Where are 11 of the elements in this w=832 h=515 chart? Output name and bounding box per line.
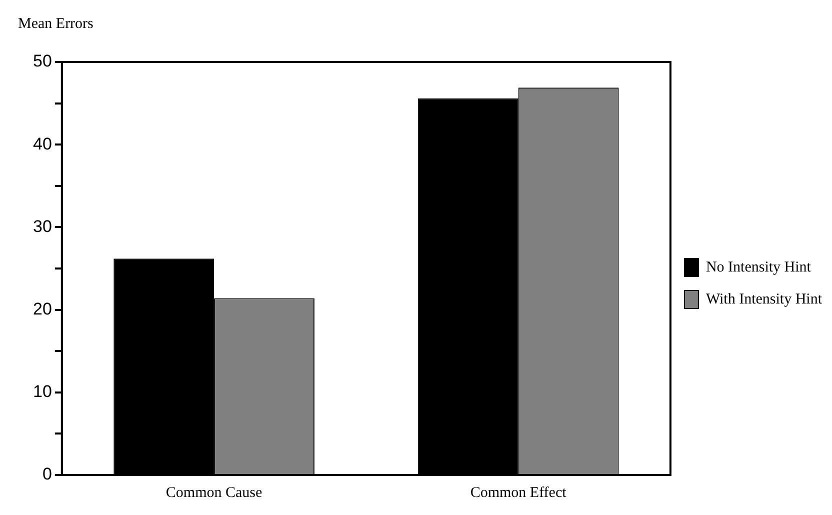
y-tick-label: 30	[32, 216, 52, 236]
y-tick-label: 50	[32, 52, 52, 71]
y-axis-title: Mean Errors	[18, 16, 94, 32]
x-tick-label: Common Cause	[166, 484, 263, 501]
y-tick-label: 20	[32, 299, 52, 318]
legend-label: No Intensity Hint	[706, 259, 812, 276]
y-tick-label: 0	[42, 464, 52, 484]
y-tick-label: 10	[32, 382, 52, 402]
legend-label: With Intensity Hint	[706, 291, 823, 308]
y-tick-label: 40	[32, 134, 52, 154]
x-tick-label: Common Effect	[470, 484, 568, 501]
